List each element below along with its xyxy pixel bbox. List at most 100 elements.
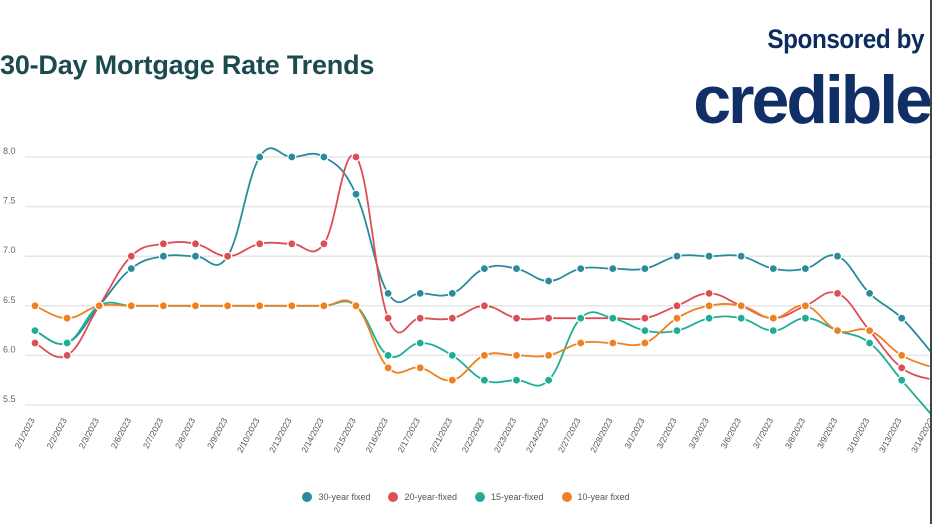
data-point <box>383 363 393 373</box>
frame-border <box>930 0 932 524</box>
data-point <box>126 251 136 261</box>
legend-swatch <box>302 492 313 502</box>
data-point <box>864 288 875 298</box>
data-point <box>704 288 714 298</box>
data-point <box>190 251 201 261</box>
data-point <box>126 264 136 274</box>
legend-label: 10-year fixed <box>577 492 630 502</box>
x-tick-label: 3/13/2023 <box>877 416 904 454</box>
y-tick-label: 6.5 <box>3 295 16 305</box>
data-point <box>864 326 875 336</box>
data-point <box>479 264 489 274</box>
data-point <box>640 338 650 348</box>
legend-swatch <box>388 492 399 502</box>
data-point <box>415 288 425 298</box>
data-point <box>576 264 586 274</box>
data-point <box>736 301 746 311</box>
data-point <box>576 313 586 323</box>
data-point <box>62 338 72 348</box>
data-point <box>608 338 618 348</box>
data-point <box>383 288 393 298</box>
data-point <box>319 239 329 249</box>
x-tick-label: 3/8/2023 <box>783 416 807 450</box>
data-point <box>447 313 457 323</box>
legend-label: 15-year-fixed <box>491 492 544 502</box>
legend-label: 20-year-fixed <box>404 492 457 502</box>
legend-swatch <box>561 492 572 502</box>
data-point <box>383 350 393 360</box>
data-point <box>543 375 554 385</box>
data-point <box>736 313 746 323</box>
series-line-0 <box>34 147 932 355</box>
data-point <box>704 313 714 323</box>
data-point <box>897 363 907 373</box>
y-tick-label: 7.5 <box>3 196 16 206</box>
chart-title: 30-Day Mortgage Rate Trends <box>0 50 375 80</box>
data-point <box>447 288 457 298</box>
data-point <box>319 301 329 311</box>
data-point <box>415 338 425 348</box>
data-point <box>447 375 457 385</box>
x-tick-label: 2/22/2023 <box>460 416 487 454</box>
data-point <box>126 301 136 311</box>
legend-item-15-year[interactable]: 15-year-fixed <box>475 492 544 502</box>
x-tick-label: 2/7/2023 <box>141 416 165 450</box>
data-point <box>768 326 778 336</box>
data-point <box>832 288 843 298</box>
data-point <box>672 301 682 311</box>
data-point <box>190 301 201 311</box>
data-point <box>897 375 907 385</box>
x-tick-label: 2/28/2023 <box>588 416 615 454</box>
data-point <box>736 251 746 261</box>
legend-swatch <box>475 492 485 502</box>
data-point <box>640 264 650 274</box>
data-point <box>158 301 168 311</box>
data-point <box>543 350 554 360</box>
data-point <box>158 239 168 249</box>
x-tick-label: 2/17/2023 <box>395 416 422 454</box>
x-tick-label: 3/10/2023 <box>845 416 872 454</box>
data-point <box>479 350 489 360</box>
data-point <box>287 301 297 311</box>
x-tick-label: 2/2/2023 <box>44 416 68 450</box>
x-tick-label: 2/3/2023 <box>77 416 101 450</box>
data-point <box>351 152 361 162</box>
y-tick-label: 7.0 <box>3 245 16 255</box>
data-point <box>62 313 72 323</box>
data-point <box>832 251 843 261</box>
data-point <box>511 313 522 323</box>
data-point <box>190 239 201 249</box>
legend-item-20-year[interactable]: 20-year-fixed <box>388 492 457 502</box>
data-point <box>479 375 489 385</box>
data-point <box>543 313 554 323</box>
data-point <box>223 301 233 311</box>
x-tick-label: 2/15/2023 <box>331 416 358 454</box>
data-point <box>768 264 778 274</box>
data-point <box>62 350 72 360</box>
data-point <box>255 152 265 162</box>
data-point <box>255 239 265 249</box>
legend-item-30-year[interactable]: 30-year fixed <box>302 492 370 502</box>
legend-item-10-year[interactable]: 10-year fixed <box>561 492 630 502</box>
x-tick-label: 3/7/2023 <box>751 416 775 450</box>
data-point <box>479 301 489 311</box>
data-point <box>287 152 297 162</box>
data-point <box>158 251 168 261</box>
x-tick-label: 2/1/2023 <box>12 416 36 450</box>
x-tick-label: 2/23/2023 <box>492 416 519 454</box>
data-point <box>415 313 425 323</box>
data-point <box>351 189 361 199</box>
data-point <box>672 326 682 336</box>
x-tick-label: 2/21/2023 <box>427 416 454 454</box>
data-point <box>255 301 265 311</box>
data-point <box>608 313 618 323</box>
data-point <box>511 264 522 274</box>
x-tick-label: 2/27/2023 <box>556 416 583 454</box>
data-point <box>30 326 40 336</box>
data-point <box>30 338 40 348</box>
data-point <box>576 338 586 348</box>
x-tick-label: 3/9/2023 <box>815 416 839 450</box>
x-tick-label: 3/2/2023 <box>654 416 678 450</box>
data-point <box>864 338 875 348</box>
data-point <box>640 326 650 336</box>
